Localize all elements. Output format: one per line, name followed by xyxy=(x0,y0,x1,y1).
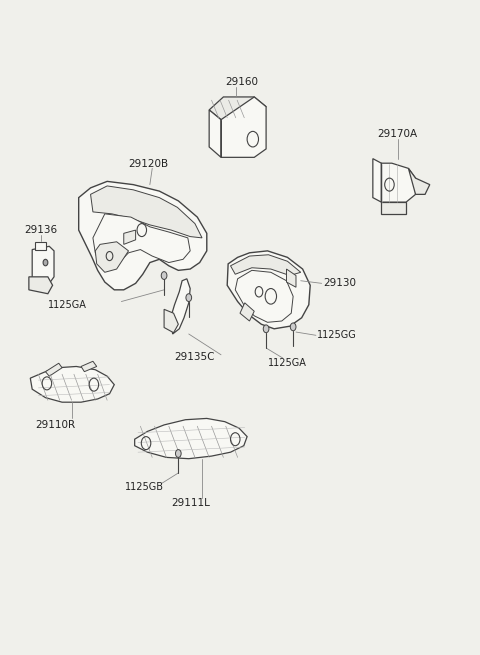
Polygon shape xyxy=(382,163,416,202)
Polygon shape xyxy=(81,362,96,371)
Polygon shape xyxy=(96,242,129,272)
Circle shape xyxy=(186,293,192,301)
Polygon shape xyxy=(32,246,54,286)
Polygon shape xyxy=(135,419,247,458)
Polygon shape xyxy=(91,186,202,238)
Polygon shape xyxy=(171,279,190,334)
Polygon shape xyxy=(209,97,266,120)
Polygon shape xyxy=(124,230,136,244)
Polygon shape xyxy=(382,202,406,214)
Text: 1125GA: 1125GA xyxy=(48,300,87,310)
Text: 1125GA: 1125GA xyxy=(267,358,306,368)
Polygon shape xyxy=(287,269,296,288)
Polygon shape xyxy=(221,97,266,157)
Polygon shape xyxy=(29,277,53,293)
Text: 29111L: 29111L xyxy=(171,498,210,508)
Polygon shape xyxy=(35,242,47,250)
Polygon shape xyxy=(235,271,293,322)
Text: 29120B: 29120B xyxy=(129,159,168,169)
Circle shape xyxy=(290,323,296,331)
Polygon shape xyxy=(209,110,221,157)
Text: 29170A: 29170A xyxy=(378,129,418,139)
Polygon shape xyxy=(46,364,62,376)
Text: 29160: 29160 xyxy=(225,77,258,87)
Polygon shape xyxy=(79,181,207,290)
Text: 1125GG: 1125GG xyxy=(317,330,357,341)
Polygon shape xyxy=(240,303,254,321)
Circle shape xyxy=(263,325,269,333)
Text: 29110R: 29110R xyxy=(35,420,75,430)
Polygon shape xyxy=(373,159,382,202)
Circle shape xyxy=(161,272,167,280)
Polygon shape xyxy=(164,309,179,333)
Polygon shape xyxy=(30,366,114,402)
Text: 1125GB: 1125GB xyxy=(125,481,164,492)
Text: 29135C: 29135C xyxy=(175,352,215,362)
Circle shape xyxy=(43,259,48,266)
Polygon shape xyxy=(93,214,190,269)
Polygon shape xyxy=(408,168,430,195)
Polygon shape xyxy=(230,255,301,276)
Circle shape xyxy=(176,449,181,457)
Text: 29136: 29136 xyxy=(24,225,57,235)
Polygon shape xyxy=(227,251,310,329)
Text: 29130: 29130 xyxy=(323,278,356,288)
